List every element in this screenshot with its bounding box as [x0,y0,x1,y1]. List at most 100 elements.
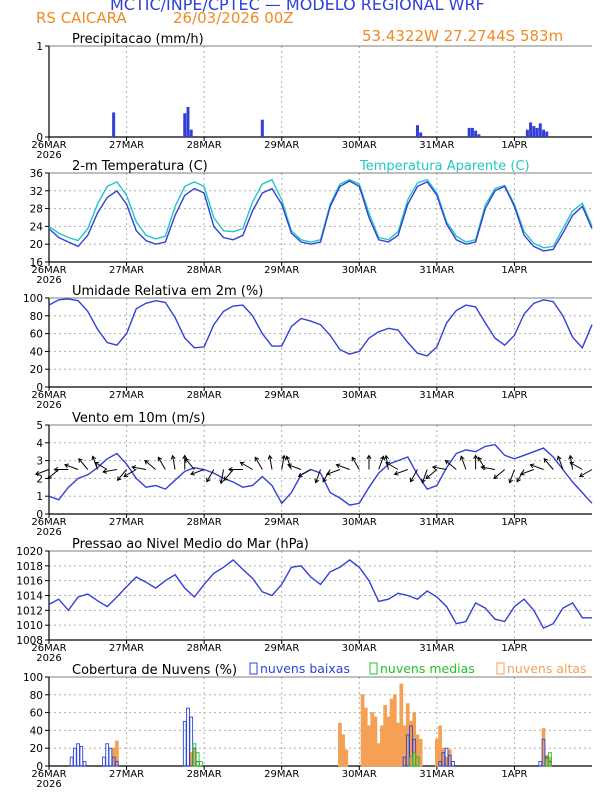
precip-bar [189,129,193,137]
cloud-high-bar [370,712,375,767]
y-tick-label-clouds: 80 [30,690,43,702]
wind-direction-arrow [410,469,418,482]
cloud-legend-label: nuvens altas [507,661,587,676]
cloud-low-bar [76,743,80,767]
x-tick-label-wind: 30MAR [342,517,377,528]
cloud-low-bar [105,743,110,767]
cloud-high-bar [418,738,423,767]
precip-bar [532,126,536,137]
precip-bar [467,127,471,137]
x-tick-label-wind: 27MAR [109,517,144,528]
wind-direction-arrow [394,469,408,475]
panel-title-wind: Vento em 10m (m/s) [72,411,205,426]
x-tick-label-clouds: 27MAR [109,769,144,780]
precip-bar [529,122,533,137]
x-tick-label-clouds: 29MAR [264,769,299,780]
cloud-mid-bar [199,761,203,767]
precip-bar [542,129,546,137]
cloud-high-bar [399,683,404,767]
x-tick-label-pressure: 26MAR [31,643,66,654]
cloud-high-bar [389,698,394,767]
cloud-mid-bar [415,756,420,767]
wind-direction-arrow [351,457,360,470]
wind-arrow-head [47,474,53,480]
run-date-label: 26/03/2026 00Z [173,9,294,27]
wind-arrow-head [281,454,287,460]
x-tick-label-temp: 1APR [501,265,527,276]
wind-direction-arrow [557,456,564,470]
cloud-low-bar [115,761,119,767]
wind-direction-arrow [190,469,205,475]
precip-bar [415,125,419,137]
wind-direction-arrow [254,457,263,470]
x-tick-label-clouds: 31MAR [419,769,454,780]
precip-bar [470,127,474,137]
x-tick-label-precip: 30MAR [342,140,377,151]
wind-direction-arrow [520,469,534,475]
precip-bar [419,132,423,137]
wind-direction-arrow [543,458,554,470]
wind-arrow-head [206,477,211,483]
wind-direction-arrow [378,456,384,470]
cloud-mid-bar [548,752,552,767]
apparent-temperature-legend: Temperatura Aparente (C) [359,159,530,174]
cloud-low-bar [82,761,87,767]
y-tick-label-clouds: 20 [30,743,43,755]
wind-arrow-head [393,470,399,476]
wind-arrow-head [516,477,521,483]
wind-arrow-head [385,461,390,467]
cloud-low-bar [108,747,113,767]
x-tick-label-rh: 28MAR [187,390,222,401]
wind-arrow-head [335,463,341,469]
coordinates-label: 53.4322W 27.2744S 583m [362,27,564,45]
y-tick-label-clouds: 60 [30,708,43,720]
cloud-low-bar [189,716,194,767]
wind-direction-arrow [287,464,302,470]
wind-speed-line [48,443,593,506]
precip-bar [112,112,116,137]
cloud-low-bar [182,721,187,767]
wind-arrow-head [579,472,584,478]
wind-direction-arrow [481,466,496,470]
y-tick-label-wind: 4 [36,438,43,450]
x-tick-year-label-precip: 2026 [36,150,61,161]
pressure-line [48,558,592,630]
wind-arrow-head [366,454,372,460]
wind-direction-arrow [35,469,50,475]
x-tick-label-clouds: 1APR [501,769,527,780]
humidity-line [48,298,593,357]
x-tick-label-rh: 29MAR [264,390,299,401]
wind-arrow-head [227,467,233,472]
temperature-line [48,180,593,252]
y-tick-label-precip: 0 [36,132,43,144]
y-tick-label-pressure: 1008 [16,635,43,647]
wind-arrow-head [223,476,229,481]
x-tick-year-label-wind: 2026 [36,527,61,538]
wind-arrow-head [297,472,303,478]
y-tick-label-temp: 28 [30,204,43,216]
y-tick-label-clouds: 40 [30,725,43,737]
cloud-legend-label: nuvens baixas [260,661,350,676]
wind-direction-arrow [432,466,447,470]
x-tick-label-wind: 26MAR [31,517,66,528]
wind-arrow-head [190,470,196,476]
x-tick-label-rh: 27MAR [109,390,144,401]
x-tick-label-precip: 31MAR [419,140,454,151]
cloud-high-bar [380,725,384,767]
wind-direction-arrow [579,469,593,477]
wind-arrow-head [351,456,357,462]
wind-direction-arrow [132,466,147,470]
x-tick-label-pressure: 27MAR [109,643,144,654]
x-tick-label-pressure: 29MAR [264,643,299,654]
wind-direction-arrow [336,464,350,470]
panel-title-pressure: Pressao ao Nivel Medio do Mar (hPa) [72,537,309,552]
wind-direction-arrow [269,455,273,470]
precip-bar [477,134,481,137]
x-tick-label-rh: 30MAR [342,390,377,401]
y-tick-label-wind: 5 [36,420,43,432]
wind-arrow-head [285,455,291,461]
cloud-legend-swatch [369,662,378,675]
wind-arrow-head [287,463,292,469]
